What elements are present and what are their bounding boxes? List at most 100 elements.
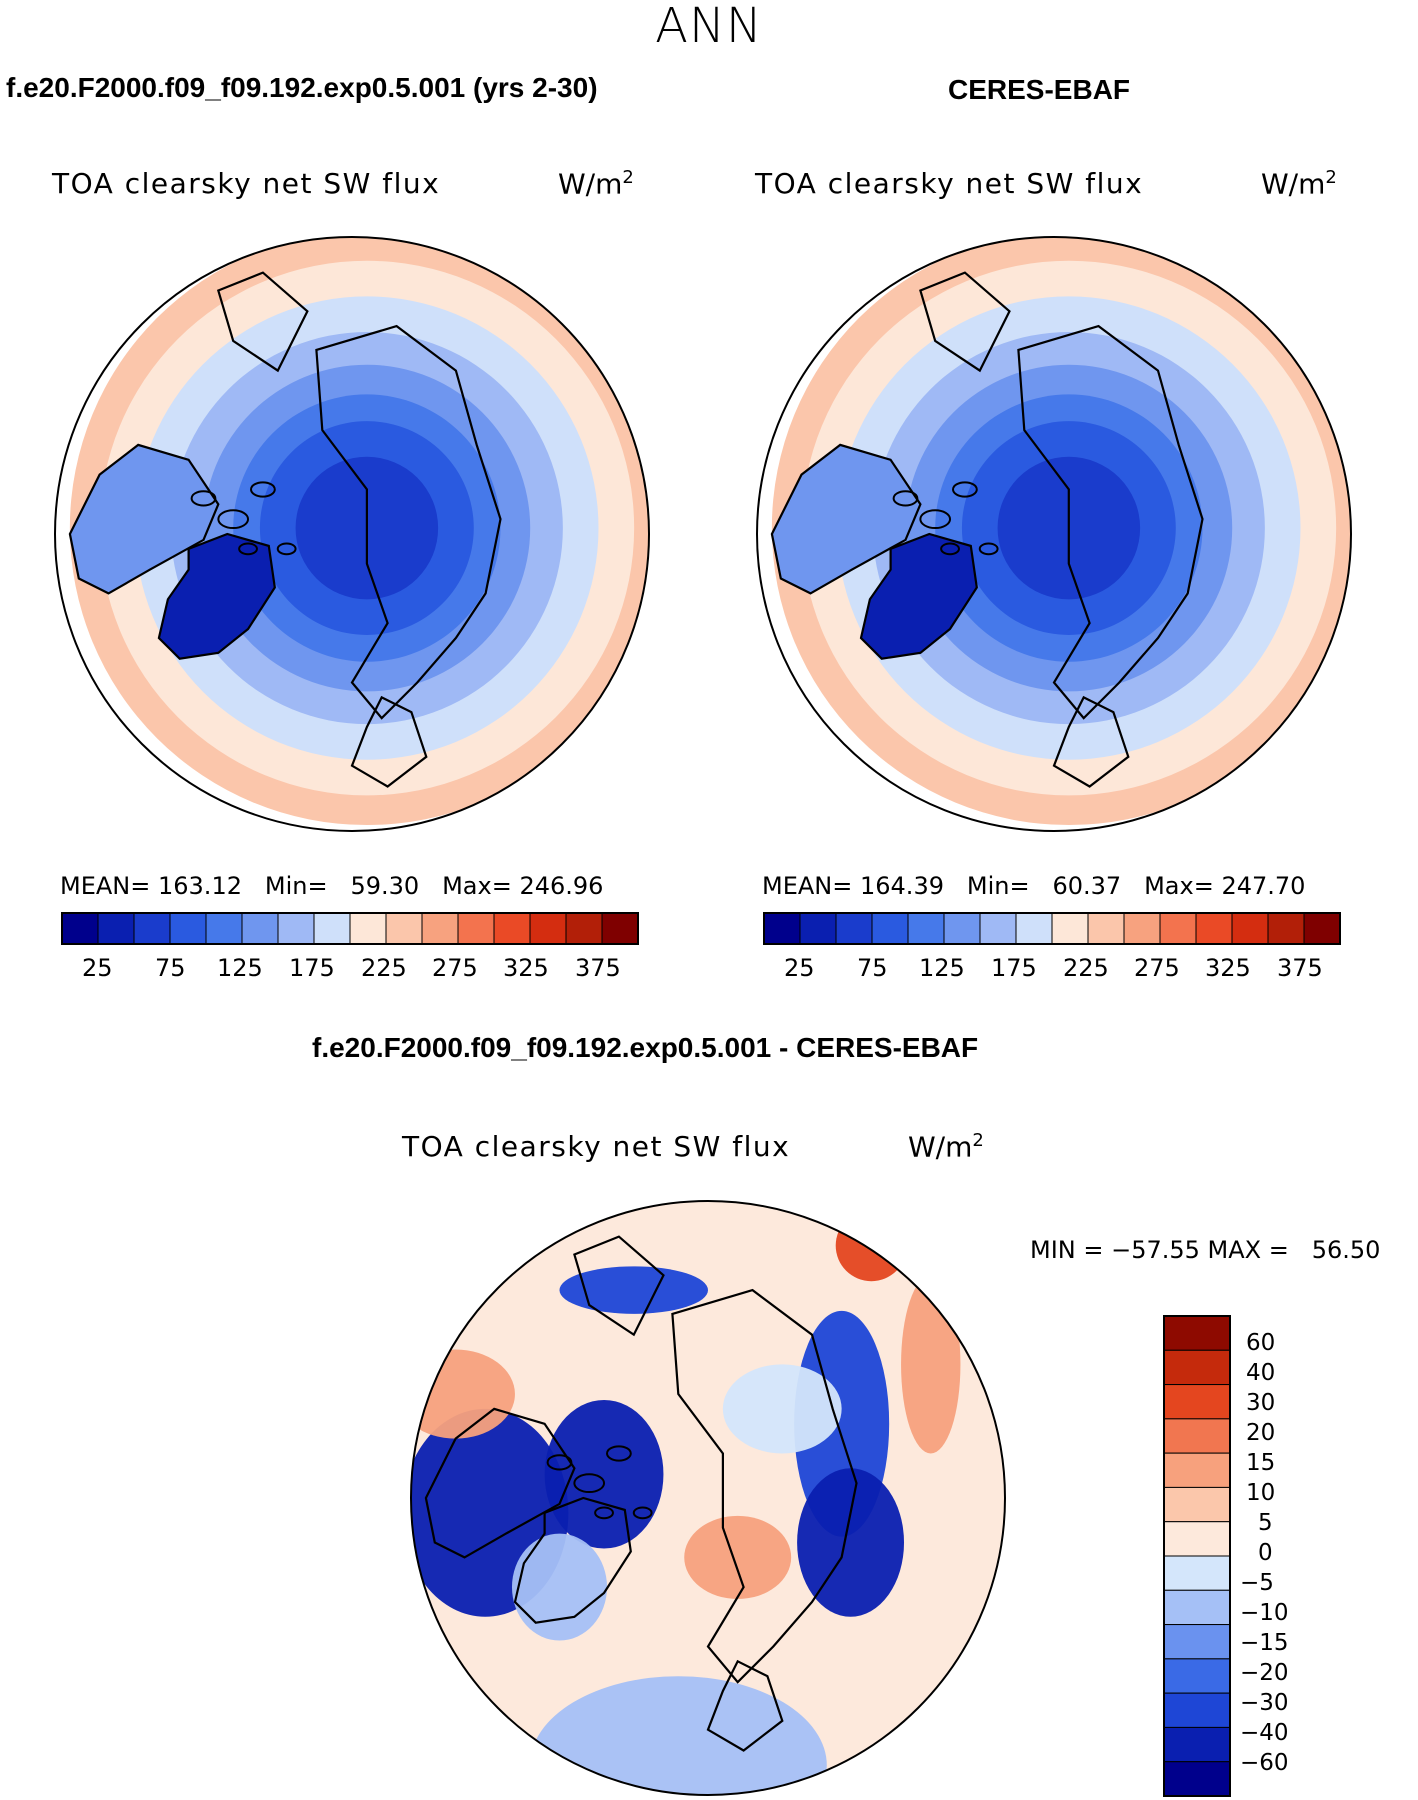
diff-colorbar-swatch — [1163, 1624, 1231, 1660]
dcbar-tick: 30 — [1246, 1390, 1276, 1416]
diff-anomaly-region — [411, 1349, 515, 1439]
diff-colorbar-swatch — [1163, 1384, 1231, 1420]
cbar2-tick: 175 — [991, 954, 1037, 982]
panel2-island-coastline — [978, 542, 999, 556]
cbar1-tick: 325 — [503, 954, 549, 982]
panel1-island-coastline — [217, 509, 250, 530]
diff-colorbar-swatch — [1163, 1726, 1231, 1763]
diff-colorbar-swatch — [1163, 1589, 1231, 1626]
dcbar-tick: −60 — [1240, 1750, 1289, 1776]
panel2-island-coastline — [892, 490, 919, 507]
diff-island-coastline — [632, 1506, 653, 1520]
panel1-colorbar-swatch — [169, 912, 207, 945]
dcbar-tick: −40 — [1240, 1720, 1289, 1746]
panel1-island-coastline — [276, 542, 297, 556]
panel1-coastline — [315, 324, 502, 720]
dcbar-tick: 40 — [1246, 1360, 1276, 1386]
diff-colorbar-swatch — [1163, 1452, 1231, 1488]
panel1-island-coastline — [250, 481, 276, 498]
panel1-island-coastline — [190, 490, 217, 507]
panel2-coastline — [770, 443, 922, 595]
panel2-units: W/m2 — [1261, 167, 1337, 201]
panel2-canada-band — [771, 444, 921, 594]
panel2-colorbar-swatch — [1159, 912, 1197, 945]
panel1-min-label: Min= — [264, 872, 328, 900]
panel1-coastline — [68, 443, 220, 595]
panel1-max: 246.96 — [519, 872, 604, 900]
panel2-colorbar-swatch — [1051, 912, 1089, 945]
difference-variable: TOA clearsky net SW flux — [402, 1130, 791, 1163]
panel1-colorbar-swatch — [313, 912, 351, 945]
panel2-colorbar-swatch — [763, 912, 801, 945]
panel1-colorbar-swatch — [277, 912, 315, 945]
panel2-colorbar-swatch — [1123, 912, 1161, 945]
panel1-colorbar-frame — [61, 912, 639, 945]
diff-field — [411, 1201, 1005, 1795]
diff-coastline — [573, 1235, 665, 1337]
diff-colorbar — [1163, 1315, 1231, 1797]
panel1-units: W/m2 — [558, 167, 634, 201]
diff-anomaly-region — [544, 1399, 664, 1549]
panel1-colorbar-swatch — [601, 912, 639, 945]
diff-colorbar-swatch — [1163, 1658, 1231, 1694]
diff-map — [410, 1200, 1006, 1796]
panel2-island-coastline — [919, 509, 952, 530]
cbar1-tick: 25 — [82, 954, 113, 982]
diff-colorbar-swatch — [1163, 1315, 1231, 1351]
diff-anomaly-region — [835, 1209, 907, 1282]
diff-colorbar-swatch — [1163, 1692, 1231, 1728]
panel2-colorbar-swatch — [1231, 912, 1269, 945]
panel1-stats: MEAN= 163.12 Min= 59.30 Max= 246.96 — [60, 872, 603, 900]
diff-coastline — [706, 1659, 784, 1752]
diff-colorbar-frame — [1163, 1315, 1231, 1797]
dcbar-tick: 20 — [1246, 1420, 1276, 1446]
dcbar-tick: −10 — [1240, 1600, 1289, 1626]
cbar1-tick: 225 — [361, 954, 407, 982]
panel1-colorbar — [61, 912, 639, 945]
panel1-coastline — [216, 271, 309, 373]
panel2-colorbar-swatch — [1195, 912, 1233, 945]
panel1-min: 59.30 — [350, 872, 420, 900]
panel1-colorbar-swatch — [493, 912, 531, 945]
panel1-colorbar-swatch — [421, 912, 459, 945]
panel2-variable: TOA clearsky net SW flux — [755, 167, 1144, 200]
panel2-colorbar-swatch — [979, 912, 1017, 945]
panel2-min: 60.37 — [1052, 872, 1122, 900]
panel2-coastline — [1017, 324, 1204, 720]
panel1-colorbar-swatch — [457, 912, 495, 945]
panel2-coastline — [919, 271, 1011, 373]
difference-units: W/m2 — [908, 1130, 984, 1164]
panel2-colorbar-swatch — [799, 912, 837, 945]
cbar1-tick: 125 — [217, 954, 263, 982]
panel1-coastline — [157, 532, 276, 660]
diff-island-coastline — [546, 1454, 573, 1471]
diff-island-coastline — [606, 1445, 632, 1462]
panel1-colorbar-swatch — [565, 912, 603, 945]
dcbar-tick: 10 — [1246, 1480, 1276, 1506]
dcbar-tick: −5 — [1240, 1570, 1274, 1596]
cbar2-tick: 125 — [919, 954, 965, 982]
panel1-colorbar-swatch — [205, 912, 243, 945]
panel1-colorbar-swatch — [61, 912, 99, 945]
cbar1-tick: 75 — [155, 954, 186, 982]
diff-colorbar-swatch — [1163, 1349, 1231, 1386]
panel2-colorbar-swatch — [1267, 912, 1305, 945]
panel2-mean: 164.39 — [860, 872, 944, 900]
diff-colorbar-swatch — [1163, 1418, 1231, 1454]
diff-island-coastline — [573, 1473, 606, 1494]
panel1-mean-label: MEAN= — [60, 872, 151, 900]
panel2-max-label: Max= — [1144, 872, 1214, 900]
dcbar-tick: 5 — [1258, 1510, 1273, 1536]
panel1-max-label: Max= — [442, 872, 512, 900]
dcbar-tick: −20 — [1240, 1660, 1289, 1686]
difference-title: f.e20.F2000.f09_f09.192.exp0.5.001 - CER… — [312, 1032, 979, 1063]
panel2-island-coastline — [940, 542, 960, 556]
panel2-coastline — [859, 532, 978, 660]
panel2-colorbar — [763, 912, 1341, 945]
panel2-colorbar-swatch — [1015, 912, 1053, 945]
panel2-colorbar-swatch — [1303, 912, 1341, 945]
panel1-colorbar-swatch — [385, 912, 423, 945]
cbar2-tick: 375 — [1277, 954, 1323, 982]
diff-anomaly-region — [559, 1266, 708, 1314]
